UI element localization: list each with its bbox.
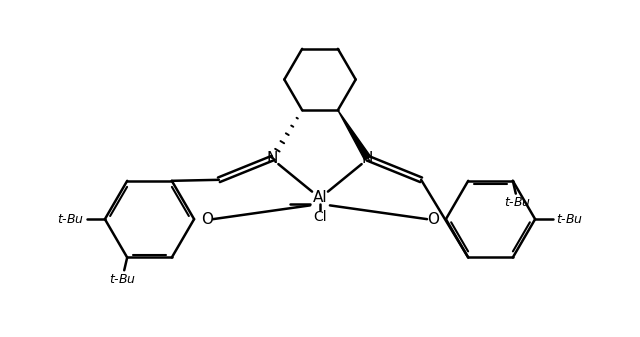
Text: O: O	[201, 212, 213, 227]
Text: O: O	[427, 212, 439, 227]
Polygon shape	[338, 110, 371, 160]
Text: N: N	[362, 151, 373, 166]
Text: $t$-Bu: $t$-Bu	[109, 273, 136, 286]
Text: $t$-Bu: $t$-Bu	[504, 196, 531, 209]
Text: Cl: Cl	[313, 210, 327, 224]
Text: $t$-Bu: $t$-Bu	[56, 213, 84, 226]
Text: Al: Al	[313, 190, 327, 205]
Text: N: N	[267, 151, 278, 166]
Text: $t$-Bu: $t$-Bu	[556, 213, 584, 226]
